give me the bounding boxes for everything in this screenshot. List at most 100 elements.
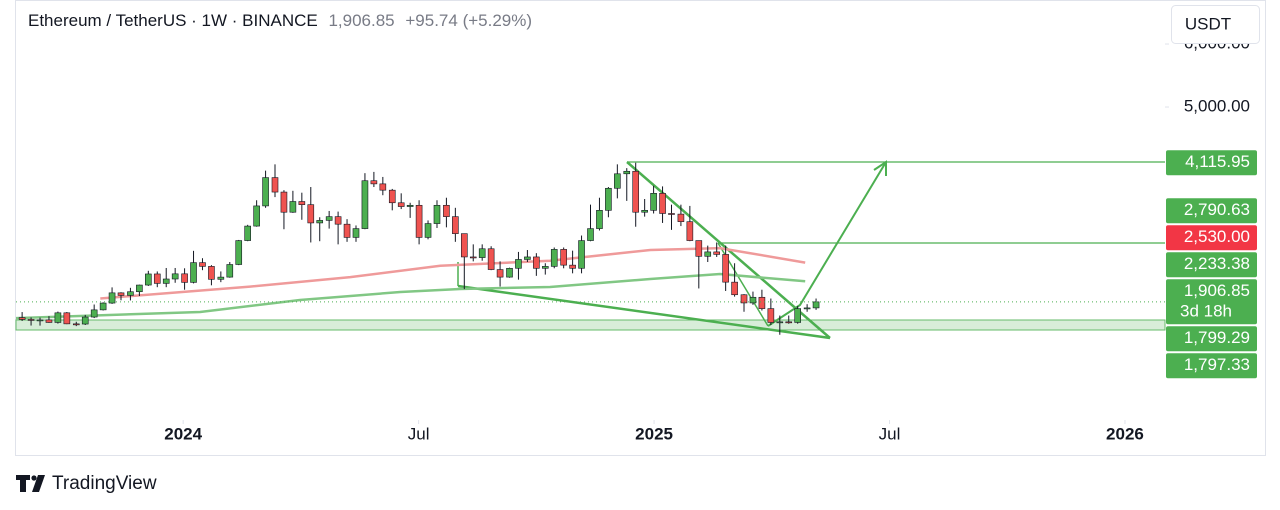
candle-body bbox=[731, 281, 738, 296]
candle-body bbox=[433, 204, 441, 224]
moving-average bbox=[100, 246, 806, 300]
candle-body bbox=[226, 264, 234, 278]
x-tick-label: 2026 bbox=[1106, 424, 1144, 443]
candle-body bbox=[388, 189, 396, 204]
candle-body bbox=[496, 269, 504, 278]
candle-body bbox=[713, 251, 721, 255]
price-badge bbox=[1166, 353, 1257, 379]
chart-pane bbox=[15, 0, 1266, 456]
candle-body bbox=[307, 204, 315, 224]
candle-body bbox=[533, 256, 540, 269]
candle-body bbox=[316, 220, 324, 224]
candle-body bbox=[722, 254, 729, 283]
candle-body bbox=[90, 309, 98, 318]
last-price: 1,906.85 bbox=[328, 11, 394, 30]
candle-body bbox=[785, 321, 793, 324]
candle-body bbox=[668, 213, 675, 215]
candle-body bbox=[560, 249, 567, 266]
price-badge bbox=[1166, 198, 1257, 224]
candle-body bbox=[650, 193, 657, 211]
candle-body bbox=[749, 296, 757, 304]
candle-body bbox=[541, 266, 549, 269]
price-badge bbox=[1166, 252, 1257, 278]
candle-body bbox=[379, 183, 387, 191]
candle-body bbox=[794, 308, 801, 323]
candle-body bbox=[280, 191, 288, 213]
brand-name: TradingView bbox=[52, 473, 157, 494]
candle-body bbox=[587, 228, 594, 241]
price-badge-label: 2,233.38 bbox=[1184, 254, 1250, 273]
candle-body bbox=[515, 259, 522, 269]
candle-body bbox=[289, 201, 297, 213]
price-badge-label: 2,790.63 bbox=[1184, 200, 1250, 219]
y-tick-label: 5,000.00 bbox=[1184, 97, 1250, 116]
currency-label[interactable]: USDT bbox=[1185, 14, 1231, 33]
candle-body bbox=[415, 204, 423, 238]
candle-body bbox=[478, 248, 486, 258]
candle-body bbox=[740, 294, 748, 304]
price-badge-label: 1,906.85 bbox=[1184, 281, 1250, 300]
candle-body bbox=[63, 312, 71, 325]
candle-body bbox=[424, 223, 432, 238]
candle-body bbox=[54, 312, 62, 323]
candle-body bbox=[72, 323, 80, 326]
candle-body bbox=[469, 256, 477, 259]
candle-body bbox=[406, 204, 414, 207]
candle-body bbox=[127, 291, 134, 296]
plot-area bbox=[15, 162, 1165, 335]
x-tick-label: Jul bbox=[879, 424, 901, 443]
candle-body bbox=[704, 251, 712, 257]
candle-body bbox=[361, 180, 369, 229]
candle-body bbox=[244, 225, 251, 241]
currency-button-box[interactable] bbox=[1171, 5, 1260, 44]
candle-body bbox=[550, 249, 558, 267]
candle-body bbox=[641, 210, 648, 213]
candle-body bbox=[136, 284, 143, 293]
candle-body bbox=[145, 273, 152, 286]
candle-body bbox=[605, 187, 612, 211]
logo-mark bbox=[32, 475, 45, 492]
price-badge bbox=[1166, 279, 1257, 325]
candle-body bbox=[352, 228, 360, 238]
candle-body bbox=[443, 204, 450, 217]
candle-body bbox=[162, 278, 170, 284]
candle-body bbox=[803, 307, 811, 310]
candle-body bbox=[659, 193, 666, 214]
brand-logo: TradingView bbox=[16, 473, 157, 494]
candle-body bbox=[81, 316, 89, 325]
price-badge bbox=[1166, 326, 1257, 352]
logo-mark bbox=[16, 475, 30, 492]
candle-body bbox=[27, 319, 35, 321]
candle-body bbox=[686, 221, 694, 241]
candle-body bbox=[370, 180, 378, 185]
candle-body bbox=[271, 177, 279, 193]
candle-body bbox=[695, 240, 703, 257]
candle-body bbox=[108, 292, 116, 304]
candle-body bbox=[632, 170, 640, 213]
support-zone bbox=[15, 319, 1166, 331]
moving-average bbox=[15, 272, 806, 320]
candle-body bbox=[217, 276, 225, 280]
candle-body bbox=[181, 273, 188, 283]
price-badge bbox=[1166, 150, 1257, 176]
candle-body bbox=[334, 216, 342, 225]
candle-body bbox=[298, 201, 306, 205]
candle-body bbox=[343, 223, 351, 238]
price-badge-label: 4,115.95 bbox=[1185, 152, 1250, 171]
price-badge-label: 2,530.00 bbox=[1184, 227, 1250, 246]
candle-body bbox=[758, 296, 766, 309]
candle-body bbox=[235, 240, 243, 265]
candle-body bbox=[153, 273, 161, 284]
price-badge-label: 1,797.33 bbox=[1184, 355, 1250, 374]
candle-body bbox=[596, 210, 603, 229]
candle-body bbox=[812, 301, 820, 309]
candle-body bbox=[262, 177, 269, 207]
arrow-head bbox=[873, 160, 887, 176]
currency-button[interactable]: USDT bbox=[1171, 5, 1260, 44]
candle-body bbox=[325, 216, 333, 221]
candle-body bbox=[45, 319, 53, 323]
candle-body bbox=[460, 233, 468, 258]
candle-body bbox=[208, 266, 215, 280]
header: Ethereum / TetherUS · 1W · BINANCE 1,906… bbox=[28, 11, 532, 30]
